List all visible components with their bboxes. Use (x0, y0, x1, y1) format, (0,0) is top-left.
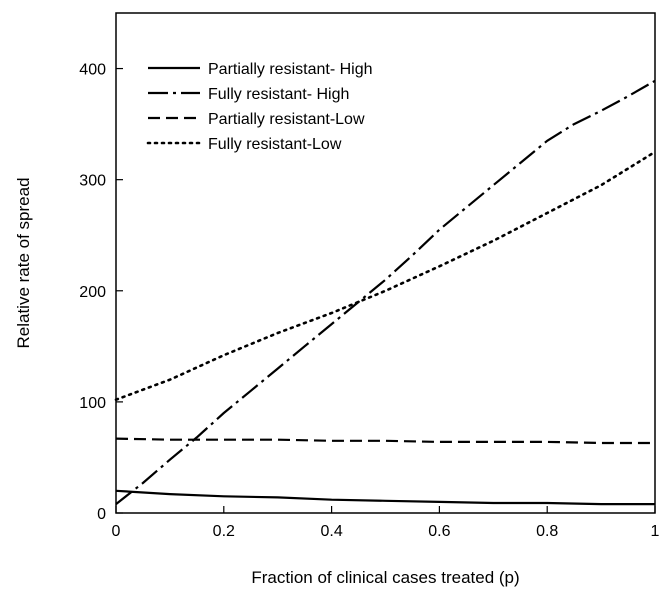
series-layer (114, 79, 657, 506)
x-tick-label: 0.6 (428, 523, 450, 540)
x-tick-label: 1 (651, 523, 659, 540)
legend-label: Fully resistant-Low (208, 136, 342, 153)
y-tick-label: 100 (79, 395, 106, 412)
plot-area (114, 12, 657, 514)
x-tick-label: 0.4 (320, 523, 342, 540)
legend-label: Fully resistant- High (208, 86, 349, 103)
legend-label: Partially resistant-Low (208, 111, 365, 128)
x-tick-label: 0 (112, 523, 121, 540)
x-axis-label: Fraction of clinical cases treated (p) (251, 568, 519, 587)
y-tick-label: 300 (79, 173, 106, 190)
series-line-2 (115, 79, 656, 505)
legend-label: Partially resistant- High (208, 61, 373, 78)
series-line-1 (115, 489, 655, 506)
y-tick-label: 200 (79, 284, 106, 301)
series-line-4 (114, 150, 657, 402)
x-tick-label: 0.2 (213, 523, 235, 540)
y-tick-label: 400 (79, 62, 106, 79)
y-axis-label: Relative rate of spread (14, 177, 33, 348)
x-axis-ticks: 0 0.2 0.4 0.6 0.8 1 (112, 506, 659, 540)
legend: Partially resistant- High Fully resistant… (146, 61, 373, 153)
x-tick-label: 0.8 (536, 523, 558, 540)
plot-frame (115, 12, 656, 514)
series-line-3 (115, 437, 655, 445)
y-tick-label: 0 (97, 506, 106, 523)
y-axis-ticks: 0 100 200 300 400 (79, 62, 123, 523)
